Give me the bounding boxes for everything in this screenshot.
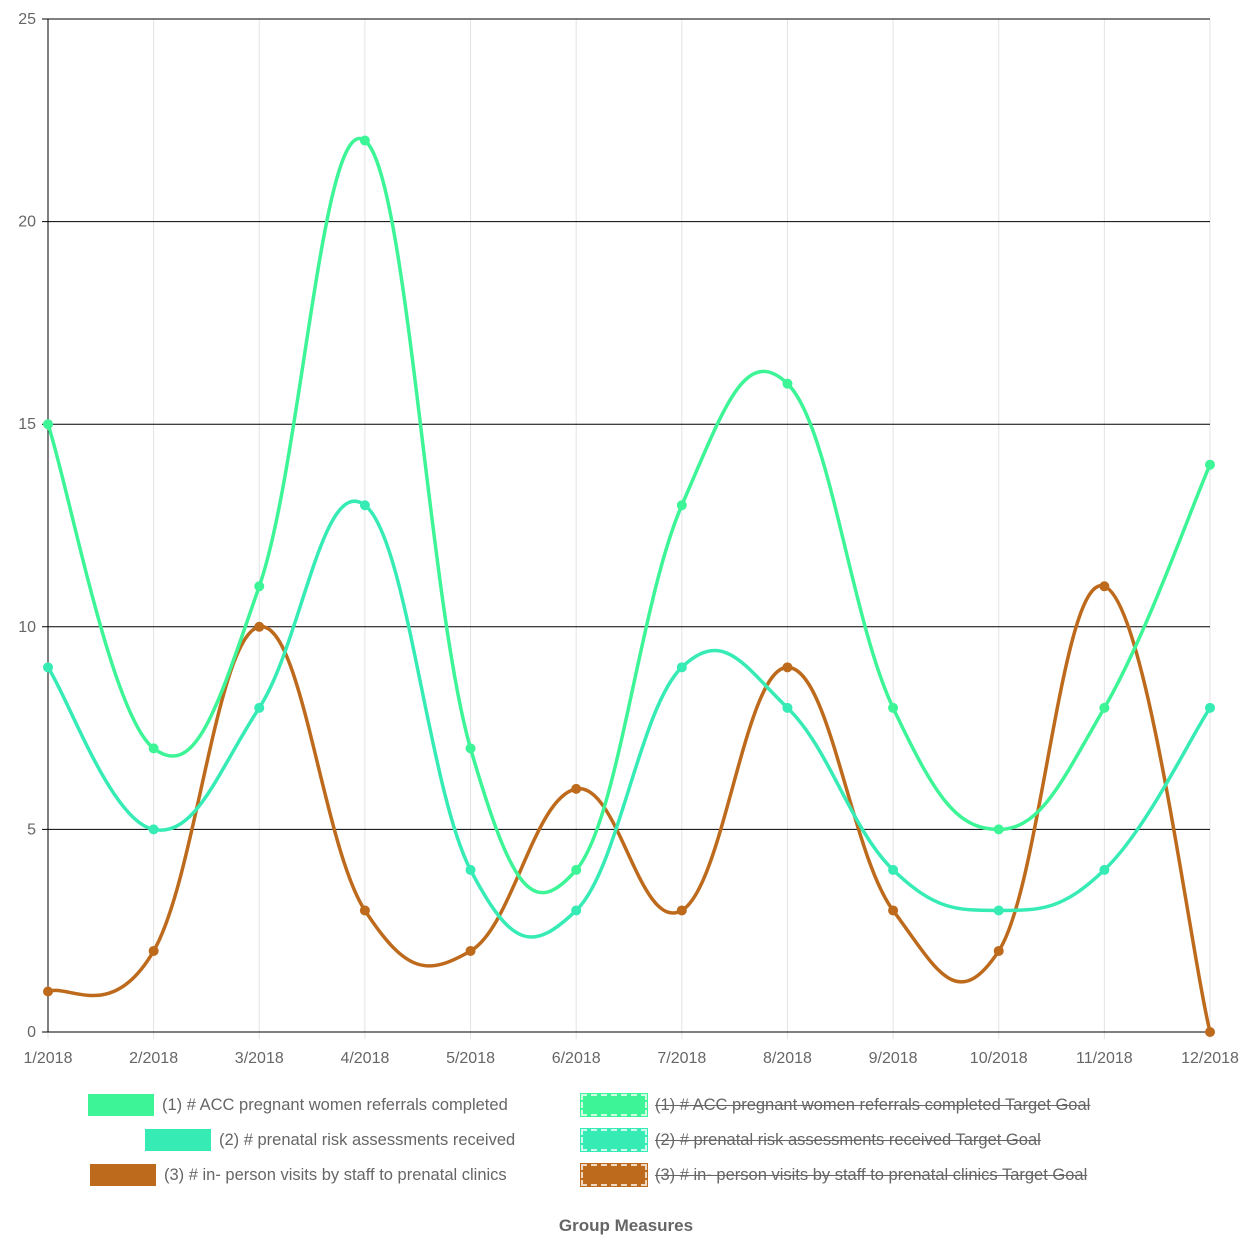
legend-item-series-1-target-goal[interactable]: (1) # ACC pregnant women referrals compl… <box>580 1090 1091 1120</box>
series-2-point <box>888 864 899 875</box>
y-tick-label: 10 <box>18 619 36 636</box>
series-2-point <box>993 905 1004 916</box>
series-1-point <box>571 864 582 875</box>
series-2-point <box>571 905 582 916</box>
line-chart: 0 5 10 15 20 25 1/2018 2/2018 3/2018 4/2018 5/201… <box>18 11 1239 1067</box>
legend-item-series-2-target-goal[interactable]: (2) # prenatal risk assessments received… <box>580 1125 1041 1155</box>
legend-item-series-3[interactable]: (3) # in- person visits by staff to pren… <box>90 1160 507 1190</box>
legend-item-series-2[interactable]: (2) # prenatal risk assessments received <box>145 1125 515 1155</box>
series-3-point <box>571 783 582 794</box>
legend-label: (3) # in- person visits by staff to pren… <box>164 1165 507 1184</box>
legend-swatch <box>88 1094 154 1116</box>
legend-label: (1) # ACC pregnant women referrals compl… <box>162 1095 508 1114</box>
series-3-point <box>43 986 53 997</box>
x-tick-label: 11/2018 <box>1076 1050 1133 1067</box>
series-1-point <box>782 378 793 389</box>
series-1-point <box>1205 459 1215 470</box>
x-tick-label: 10/2018 <box>970 1050 1028 1067</box>
series-layer <box>43 135 1215 1037</box>
series-2-point <box>148 824 159 835</box>
series-2-point <box>1205 702 1215 713</box>
y-tick-label: 5 <box>27 821 36 838</box>
x-tick-label: 12/2018 <box>1181 1050 1239 1067</box>
x-tick-label: 9/2018 <box>869 1050 918 1067</box>
x-tick-label: 1/2018 <box>24 1050 73 1067</box>
chart-title: Group Measures <box>558 1216 694 1235</box>
legend-label: (3) # in- person visits by staff to pren… <box>655 1165 1088 1184</box>
x-tick-label: 7/2018 <box>657 1050 706 1067</box>
series-2-point <box>43 662 53 673</box>
legend: (1) # ACC pregnant women referrals compl… <box>0 1090 1258 1200</box>
x-tick-label: 8/2018 <box>763 1050 812 1067</box>
legend-swatch <box>580 1128 648 1152</box>
y-axis-ticks: 0 5 10 15 20 25 <box>18 11 36 1041</box>
x-axis-ticks: 1/2018 2/2018 3/2018 4/2018 5/2018 6/2018 7/20… <box>24 1050 1239 1067</box>
series-1-point <box>676 500 687 511</box>
series-2-point <box>782 702 793 713</box>
x-tick-label: 4/2018 <box>340 1050 389 1067</box>
series-3-point <box>1099 581 1110 592</box>
x-tick-label: 6/2018 <box>552 1050 601 1067</box>
series-3-point <box>782 662 793 673</box>
y-tick-label: 20 <box>18 214 36 231</box>
legend-label: (2) # prenatal risk assessments received <box>219 1130 516 1149</box>
series-3-point <box>676 905 687 916</box>
x-tick-label: 5/2018 <box>446 1050 495 1067</box>
y-tick-label: 0 <box>27 1024 36 1041</box>
series-3-point <box>993 945 1004 956</box>
series-1-point <box>1099 702 1110 713</box>
y-tick-label: 25 <box>18 11 36 28</box>
series-1-point <box>465 743 476 754</box>
series-2-point <box>676 662 687 673</box>
legend-swatch <box>580 1093 648 1117</box>
legend-swatch <box>90 1164 156 1186</box>
series-2-point <box>465 864 476 875</box>
legend-item-series-3-target-goal[interactable]: (3) # in- person visits by staff to pren… <box>580 1160 1088 1190</box>
series-1-point <box>888 702 899 713</box>
series-3-point <box>359 905 370 916</box>
series-3-point <box>148 945 159 956</box>
series-1-point <box>993 824 1004 835</box>
x-tick-label: 2/2018 <box>129 1050 178 1067</box>
series-line-1 <box>46 136 1212 895</box>
series-3-point <box>888 905 899 916</box>
series-3-point <box>465 945 476 956</box>
series-line-3 <box>47 584 1212 1033</box>
series-2-point <box>359 500 370 511</box>
series-1-point <box>148 743 159 754</box>
series-1-point <box>359 135 370 146</box>
vertical-gridlines <box>47 19 1211 1039</box>
legend-label: (2) # prenatal risk assessments received… <box>655 1130 1041 1149</box>
series-1-point <box>254 581 265 592</box>
legend-item-series-1[interactable]: (1) # ACC pregnant women referrals compl… <box>88 1090 508 1120</box>
legend-swatch <box>145 1129 211 1151</box>
series-2-point <box>1099 864 1110 875</box>
series-3-point <box>1205 1027 1215 1037</box>
legend-label: (1) # ACC pregnant women referrals compl… <box>655 1095 1091 1114</box>
horizontal-gridlines <box>42 18 1210 1033</box>
series-line-2 <box>46 499 1212 939</box>
series-1-point <box>43 419 53 430</box>
x-tick-label: 3/2018 <box>235 1050 284 1067</box>
y-tick-label: 15 <box>18 416 36 433</box>
series-2-point <box>254 702 265 713</box>
legend-swatch <box>580 1163 648 1187</box>
series-3-point <box>254 621 265 632</box>
